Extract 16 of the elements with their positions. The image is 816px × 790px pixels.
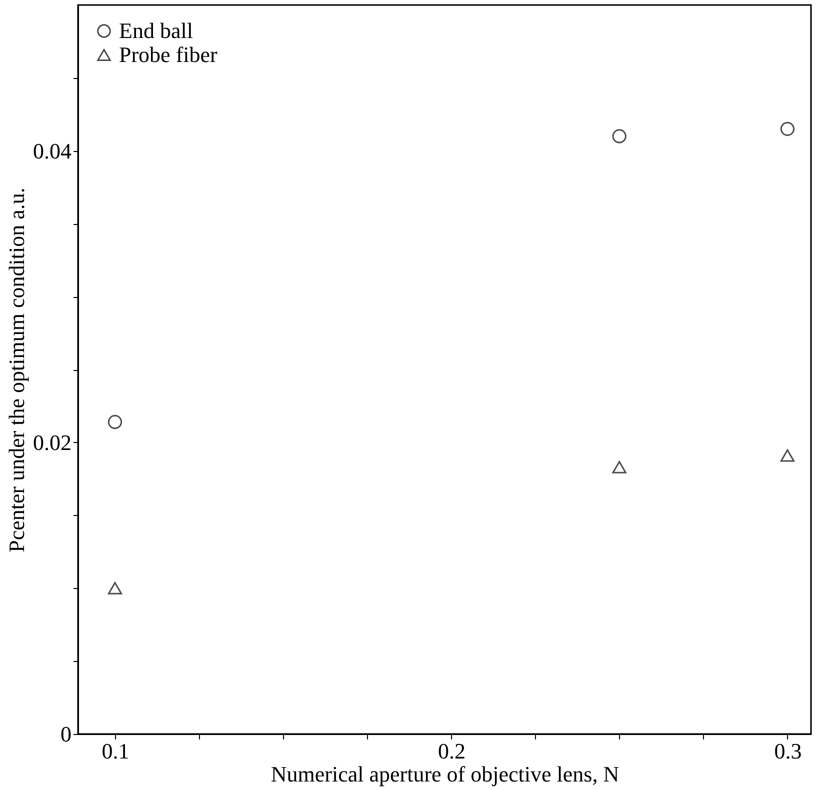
point (108, 582, 122, 594)
point (780, 449, 795, 462)
y-tick-label: 0.04 (33, 138, 72, 164)
y-tick-label: 0 (60, 722, 72, 746)
point (108, 414, 122, 430)
x-tick-label: 0.3 (774, 738, 802, 764)
point (780, 122, 795, 136)
x-axis-title: Numerical aperture of objective lens, N (270, 762, 620, 786)
y-tick-label: 0.02 (33, 430, 72, 455)
point (612, 129, 626, 144)
point (612, 460, 626, 474)
legend-label: Probe fiber (119, 42, 218, 67)
legend-label: End ball (119, 18, 193, 43)
x-tick-label: 0.2 (438, 738, 466, 764)
x-tick-label: 0.1 (102, 738, 130, 764)
y-axis-title: Pcenter under the optimum condition a.u. (4, 188, 29, 552)
